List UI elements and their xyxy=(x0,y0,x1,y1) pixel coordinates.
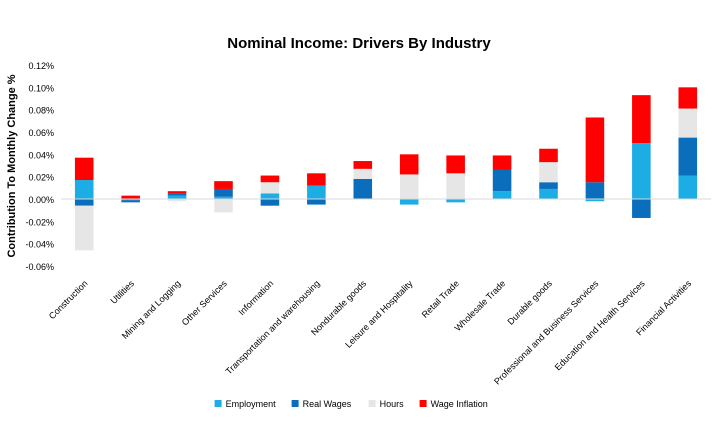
bar-real-wages-utilities xyxy=(121,200,140,203)
x-tick-label: Transportation and warehousing xyxy=(224,278,322,376)
bar-employment-transportation-and-warehousing xyxy=(307,185,326,199)
bar-real-wages-information xyxy=(260,199,280,206)
bar-wage-inflation-financial-activities xyxy=(678,87,698,109)
bar-hours-construction xyxy=(74,205,94,251)
bar-hours-mining-and-logging xyxy=(167,199,187,202)
bar-employment-construction xyxy=(74,180,94,199)
bar-wage-inflation-durable-goods xyxy=(539,148,558,163)
bar-real-wages-professional-and-business-services xyxy=(585,182,605,199)
bar-wage-inflation-construction xyxy=(74,157,94,181)
bar-wage-inflation-nondurable-goods xyxy=(353,161,373,169)
y-tick-label: 0.04% xyxy=(28,150,54,160)
bar-hours-financial-activities xyxy=(678,108,698,138)
bar-wage-inflation-utilities xyxy=(121,195,140,199)
y-tick-label: 0.08% xyxy=(28,106,54,116)
y-axis: -0.06% -0.04% -0.02% 0.00% 0.02% 0.04% 0.06% 0.… xyxy=(25,61,54,272)
legend-swatch-wage-inflation xyxy=(419,400,427,407)
y-tick-label: 0.00% xyxy=(28,195,54,205)
bar-employment-utilities xyxy=(121,199,140,201)
bar-employment-professional-and-business-services xyxy=(585,199,605,202)
y-tick-label: -0.04% xyxy=(25,240,54,250)
y-tick-label: -0.02% xyxy=(25,217,54,227)
x-tick-label: Wholesale Trade xyxy=(453,278,508,333)
bar-wage-inflation-retail-trade xyxy=(446,155,465,174)
x-tick-label: Other Services xyxy=(180,278,230,328)
bar-real-wages-durable-goods xyxy=(539,182,558,189)
legend-label-employment: Employment xyxy=(226,399,277,409)
x-tick-label: Utilities xyxy=(108,278,136,306)
bar-real-wages-nondurable-goods xyxy=(353,178,373,199)
legend-swatch-hours xyxy=(368,400,376,407)
y-tick-label: 0.06% xyxy=(28,128,54,138)
bar-wage-inflation-other-services xyxy=(214,181,233,189)
bars-group xyxy=(74,87,698,251)
bar-hours-information xyxy=(260,182,280,194)
bar-real-wages-construction xyxy=(74,199,94,206)
x-tick-label: Construction xyxy=(47,278,90,321)
bar-hours-leisure-and-hospitality xyxy=(399,174,419,199)
chart-title: Nominal Income: Drivers By Industry xyxy=(227,35,491,52)
y-tick-label: 0.10% xyxy=(28,83,54,93)
bar-real-wages-mining-and-logging xyxy=(167,193,187,196)
legend-swatch-employment xyxy=(214,400,222,407)
bar-real-wages-financial-activities xyxy=(678,137,698,176)
bar-wage-inflation-education-and-health-services xyxy=(632,95,651,144)
bar-employment-other-services xyxy=(214,196,233,199)
legend: Employment Real Wages Hours Wage Inflation xyxy=(214,399,488,409)
legend-swatch-real-wages xyxy=(291,400,299,407)
x-tick-label: Information xyxy=(236,278,275,317)
y-tick-label: 0.02% xyxy=(28,173,54,183)
bar-wage-inflation-mining-and-logging xyxy=(167,191,187,194)
bar-wage-inflation-information xyxy=(260,175,280,183)
y-axis-label: Contribution To Monthly Change % xyxy=(6,74,18,257)
bar-wage-inflation-leisure-and-hospitality xyxy=(399,154,419,175)
bar-hours-retail-trade xyxy=(446,173,465,199)
x-tick-label: Retail Trade xyxy=(420,278,461,319)
bar-hours-durable-goods xyxy=(539,162,558,183)
bar-real-wages-other-services xyxy=(214,188,233,197)
bar-employment-wholesale-trade xyxy=(492,191,512,199)
bar-real-wages-education-and-health-services xyxy=(632,199,651,218)
bar-hours-nondurable-goods xyxy=(353,168,373,179)
bar-employment-education-and-health-services xyxy=(632,143,651,199)
legend-label-real-wages: Real Wages xyxy=(303,399,352,409)
bar-employment-durable-goods xyxy=(539,188,558,199)
x-tick-label: Education and Health Services xyxy=(553,278,647,372)
bar-real-wages-wholesale-trade xyxy=(492,169,512,192)
bar-real-wages-transportation-and-warehousing xyxy=(307,199,326,205)
bar-hours-other-services xyxy=(214,199,233,213)
legend-label-hours: Hours xyxy=(380,399,405,409)
bar-wage-inflation-wholesale-trade xyxy=(492,155,512,170)
legend-label-wage-inflation: Wage Inflation xyxy=(431,399,488,409)
bar-wage-inflation-professional-and-business-services xyxy=(585,117,605,183)
bar-employment-retail-trade xyxy=(446,199,465,203)
y-tick-label: 0.12% xyxy=(28,61,54,71)
bar-wage-inflation-transportation-and-warehousing xyxy=(307,173,326,186)
bar-employment-information xyxy=(260,193,280,199)
bar-employment-leisure-and-hospitality xyxy=(399,199,419,205)
bar-employment-financial-activities xyxy=(678,175,698,199)
x-tick-label: Durable goods xyxy=(505,278,554,327)
y-tick-label: -0.06% xyxy=(25,262,54,272)
bar-employment-mining-and-logging xyxy=(167,195,187,199)
